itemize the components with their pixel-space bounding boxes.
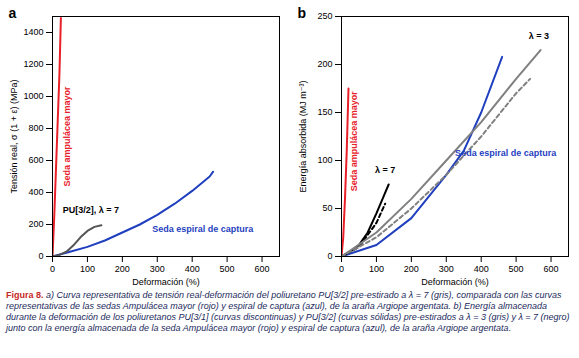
- svg-text:Energía absorbida (MJ m⁻³): Energía absorbida (MJ m⁻³): [298, 81, 308, 193]
- svg-text:800: 800: [28, 123, 43, 133]
- svg-text:1200: 1200: [23, 59, 43, 69]
- svg-text:200: 200: [115, 264, 130, 274]
- svg-text:500: 500: [220, 264, 235, 274]
- svg-text:a: a: [9, 5, 17, 21]
- svg-text:400: 400: [185, 264, 200, 274]
- svg-text:500: 500: [509, 264, 524, 274]
- svg-text:600: 600: [255, 264, 270, 274]
- html-text:Figura 8. a) Curva representat: Figura 8. a) Curva representativa de ten…: [6, 290, 570, 333]
- svg-text:Deformación (%): Deformación (%): [132, 277, 200, 287]
- svg-text:50: 50: [322, 203, 332, 213]
- svg-text:b: b: [298, 5, 307, 21]
- svg-text:1000: 1000: [23, 91, 43, 101]
- svg-text:400: 400: [28, 187, 43, 197]
- svg-text:Seda espiral de captura: Seda espiral de captura: [152, 224, 254, 234]
- svg-text:100: 100: [369, 264, 384, 274]
- svg-text:0: 0: [50, 264, 55, 274]
- svg-text:1400: 1400: [23, 27, 43, 37]
- svg-text:Tensión real, σ (1 + ε) (MPa): Tensión real, σ (1 + ε) (MPa): [9, 80, 19, 194]
- svg-text:Seda ampulácea mayor: Seda ampulácea mayor: [349, 91, 359, 192]
- svg-text:300: 300: [150, 264, 165, 274]
- svg-text:200: 200: [28, 219, 43, 229]
- svg-text:0: 0: [327, 251, 332, 261]
- svg-text:λ = 7: λ = 7: [375, 165, 395, 175]
- svg-text:200: 200: [404, 264, 419, 274]
- svg-text:Seda espiral de captura: Seda espiral de captura: [455, 148, 557, 158]
- svg-text:300: 300: [439, 264, 454, 274]
- svg-text:600: 600: [544, 264, 559, 274]
- svg-text:400: 400: [474, 264, 489, 274]
- svg-text:λ = 3: λ = 3: [529, 31, 549, 41]
- svg-text:100: 100: [317, 155, 332, 165]
- svg-text:PU[3/2], λ = 7: PU[3/2], λ = 7: [63, 205, 119, 215]
- svg-text:100: 100: [80, 264, 95, 274]
- svg-text:Seda ampulácea mayor: Seda ampulácea mayor: [62, 86, 72, 187]
- svg-text:Deformación (%): Deformación (%): [421, 277, 489, 287]
- svg-text:0: 0: [339, 264, 344, 274]
- svg-text:0: 0: [38, 251, 43, 261]
- svg-text:200: 200: [317, 59, 332, 69]
- svg-text:600: 600: [28, 155, 43, 165]
- svg-text:250: 250: [317, 11, 332, 21]
- svg-text:150: 150: [317, 107, 332, 117]
